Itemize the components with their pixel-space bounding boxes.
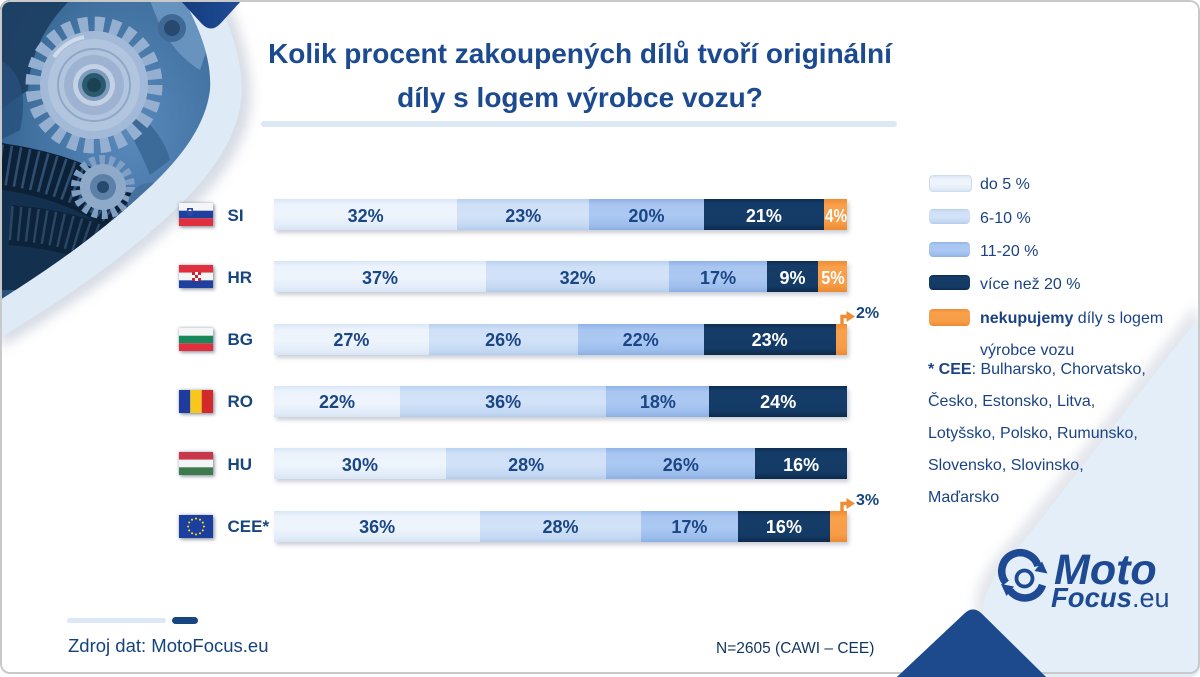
svg-text:Moto: Moto (1054, 546, 1157, 594)
svg-text:Focus.eu: Focus.eu (1051, 582, 1170, 613)
